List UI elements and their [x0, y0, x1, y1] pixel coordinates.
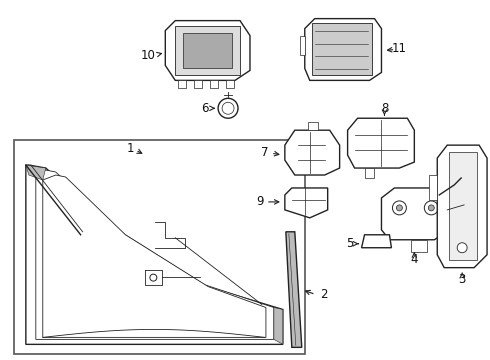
Polygon shape [365, 168, 374, 178]
Text: 1: 1 [127, 141, 134, 155]
Text: 9: 9 [256, 195, 264, 208]
Polygon shape [194, 80, 202, 88]
Text: 5: 5 [346, 237, 353, 250]
Circle shape [457, 243, 467, 253]
Polygon shape [305, 19, 382, 80]
Text: 11: 11 [392, 42, 407, 55]
Text: 7: 7 [261, 145, 269, 159]
Circle shape [396, 205, 402, 211]
Text: 3: 3 [459, 273, 466, 286]
Polygon shape [36, 170, 274, 339]
Polygon shape [26, 165, 283, 345]
Polygon shape [449, 152, 477, 260]
Polygon shape [362, 235, 392, 248]
Polygon shape [308, 122, 318, 130]
Polygon shape [312, 23, 371, 75]
Circle shape [424, 201, 438, 215]
Polygon shape [437, 145, 487, 268]
Polygon shape [210, 80, 218, 88]
Text: 10: 10 [141, 49, 156, 62]
Polygon shape [175, 26, 240, 75]
Polygon shape [429, 175, 437, 200]
Polygon shape [347, 118, 415, 168]
Circle shape [392, 201, 406, 215]
Circle shape [222, 102, 234, 114]
Circle shape [428, 205, 434, 211]
Polygon shape [226, 80, 234, 88]
Text: 6: 6 [201, 102, 209, 115]
Polygon shape [285, 130, 340, 175]
Polygon shape [26, 165, 46, 180]
Circle shape [218, 98, 238, 118]
Text: 2: 2 [319, 288, 327, 301]
Polygon shape [178, 80, 186, 88]
Text: 8: 8 [381, 102, 388, 115]
Bar [14, 140, 305, 354]
Polygon shape [285, 188, 328, 218]
Polygon shape [274, 307, 283, 345]
Polygon shape [286, 232, 302, 347]
Polygon shape [300, 36, 305, 55]
Polygon shape [43, 175, 266, 337]
Polygon shape [412, 240, 427, 252]
Polygon shape [382, 188, 447, 240]
Text: 4: 4 [411, 253, 418, 266]
Polygon shape [183, 32, 232, 68]
Polygon shape [165, 21, 250, 80]
